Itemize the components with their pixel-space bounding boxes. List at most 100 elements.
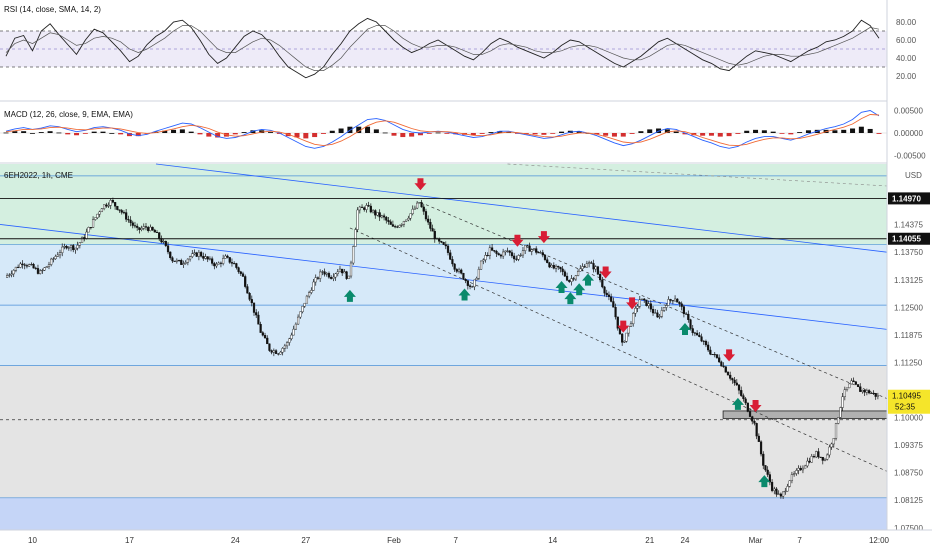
candle-body [720, 361, 723, 367]
candle-body [105, 204, 108, 207]
rsi-pane[interactable]: RSI (14, close, SMA, 14, 2) [0, 5, 887, 79]
candle-body [640, 298, 644, 300]
sell-arrow-icon [626, 297, 639, 310]
macd-histogram-bar [179, 129, 185, 133]
candle-body [715, 354, 719, 358]
time-tick-label: 10 [28, 536, 37, 545]
candle [658, 314, 661, 320]
candle [338, 265, 342, 273]
candle [263, 332, 267, 339]
candle [28, 263, 31, 267]
candle [136, 223, 139, 231]
candle-body [76, 245, 79, 249]
candle [759, 440, 763, 457]
candle-body [610, 296, 613, 302]
candle-body [499, 254, 503, 257]
candle [656, 309, 659, 318]
candle [731, 377, 734, 384]
macd-histogram-bar [91, 131, 97, 133]
macd-histogram-bar [479, 133, 485, 134]
candle-body [704, 341, 708, 346]
candle-body [308, 292, 311, 297]
candle [808, 457, 811, 464]
candle [863, 389, 866, 397]
candle [779, 492, 782, 499]
candle-body [290, 334, 293, 340]
time-axis[interactable]: 10 17 24 27 Feb 7 14 21 24 Mar 7 12:00 [0, 529, 932, 550]
macd-histogram-bar [241, 132, 247, 133]
candle-body [834, 423, 838, 439]
candle [612, 297, 615, 308]
candle [823, 457, 827, 462]
candle-body [861, 390, 864, 392]
candle [32, 262, 35, 269]
candle-body [440, 241, 443, 243]
candle-body [647, 303, 650, 306]
candle-body [579, 268, 582, 272]
candle-body [87, 227, 90, 233]
candle-body [332, 276, 335, 279]
candle [691, 325, 694, 336]
candle [166, 242, 170, 255]
candle-body [574, 275, 577, 280]
right-axis[interactable]: 80.00 60.00 40.00 20.00 0.00500 0.00000 -0.005… [886, 0, 932, 533]
candle [777, 490, 780, 495]
macd-histogram-bar [638, 131, 644, 133]
macd-histogram-bar [470, 133, 476, 136]
candle-body [662, 307, 666, 311]
candle-body [693, 332, 697, 334]
candle-body [226, 255, 229, 258]
candle-body [605, 292, 608, 296]
price-tick-label: 1.07500 [894, 524, 923, 533]
candle [356, 207, 359, 233]
candle [817, 448, 820, 459]
rsi-title: RSI (14, close, SMA, 14, 2) [4, 5, 101, 14]
candle [594, 265, 597, 273]
candle-body [634, 308, 637, 314]
candle-body [528, 245, 531, 252]
macd-histogram-bar [426, 133, 432, 134]
candle [195, 251, 198, 258]
candle-body [874, 393, 877, 397]
current-price-tag [888, 389, 930, 414]
candle-body [460, 269, 463, 274]
candle [770, 479, 774, 493]
candle [418, 202, 421, 204]
candle-body [279, 351, 282, 355]
sell-arrow-icon [511, 234, 524, 247]
candle [504, 250, 507, 256]
candle [155, 230, 159, 234]
candle [845, 387, 849, 392]
candle-body [129, 219, 132, 223]
candle [819, 456, 822, 458]
candle [861, 389, 864, 394]
candle [782, 491, 785, 500]
candle-body [343, 271, 346, 274]
candle-body [166, 245, 170, 253]
candle [398, 224, 401, 228]
candle [427, 215, 430, 226]
candle-body [462, 273, 465, 280]
candle [720, 360, 723, 367]
candle [530, 248, 533, 256]
candle [30, 262, 33, 266]
candle-body [848, 383, 851, 389]
candle [226, 254, 229, 259]
macd-histogram-bar [3, 132, 9, 134]
macd-histogram-bar [21, 131, 27, 133]
candle [257, 311, 260, 325]
price-pane[interactable]: 6EH2022, 1h, CME [0, 163, 888, 530]
candle-body [394, 226, 397, 228]
candle-body [799, 467, 802, 471]
candle-body [202, 256, 205, 259]
candle [420, 199, 423, 208]
candle [100, 208, 103, 213]
candle [762, 451, 765, 470]
level-tag [888, 232, 930, 245]
candle-body [177, 259, 181, 261]
sell-arrow-icon [599, 266, 612, 279]
time-tick-label: 24 [681, 536, 690, 545]
macd-pane[interactable]: MACD (12, 26, close, 9, EMA, EMA) [0, 110, 887, 149]
macd-histogram-bar [788, 133, 794, 135]
candle-body [671, 300, 674, 302]
